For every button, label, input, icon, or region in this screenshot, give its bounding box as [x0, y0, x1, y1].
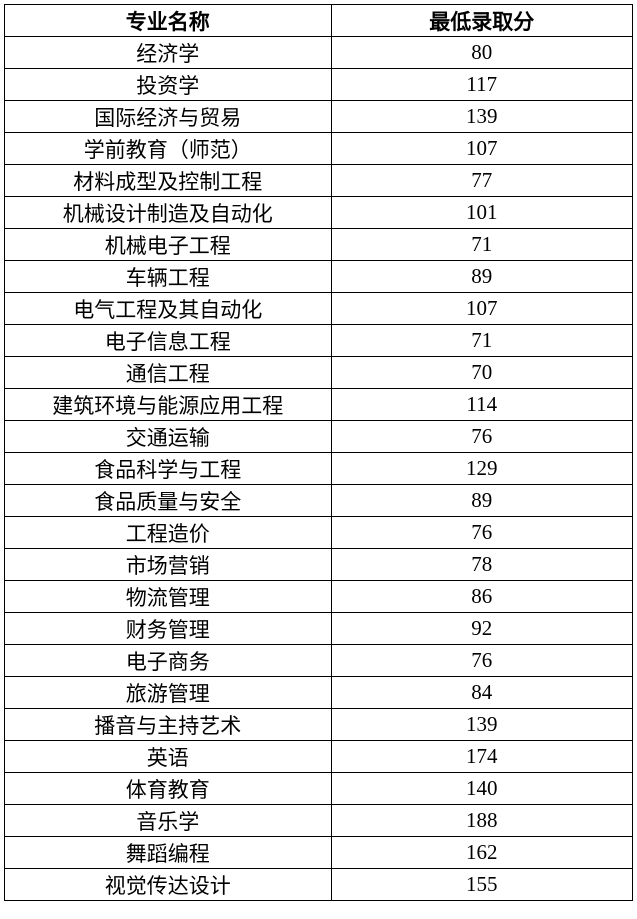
cell-major: 英语 — [5, 741, 332, 773]
table-row: 财务管理92 — [5, 613, 633, 645]
table-row: 电子商务76 — [5, 645, 633, 677]
table-row: 电子信息工程71 — [5, 325, 633, 357]
table-header-row: 专业名称 最低录取分 — [5, 5, 633, 37]
table-row: 视觉传达设计155 — [5, 869, 633, 901]
cell-major: 学前教育（师范） — [5, 133, 332, 165]
table-row: 交通运输76 — [5, 421, 633, 453]
cell-score: 140 — [331, 773, 632, 805]
cell-major: 体育教育 — [5, 773, 332, 805]
cell-score: 84 — [331, 677, 632, 709]
table-row: 英语174 — [5, 741, 633, 773]
cell-score: 80 — [331, 37, 632, 69]
table-row: 舞蹈编程162 — [5, 837, 633, 869]
cell-score: 107 — [331, 293, 632, 325]
table-row: 材料成型及控制工程77 — [5, 165, 633, 197]
cell-major: 舞蹈编程 — [5, 837, 332, 869]
cell-score: 174 — [331, 741, 632, 773]
cell-score: 77 — [331, 165, 632, 197]
table-row: 物流管理86 — [5, 581, 633, 613]
table-row: 机械设计制造及自动化101 — [5, 197, 633, 229]
cell-score: 155 — [331, 869, 632, 901]
cell-major: 电子商务 — [5, 645, 332, 677]
cell-major: 视觉传达设计 — [5, 869, 332, 901]
header-major: 专业名称 — [5, 5, 332, 37]
cell-score: 107 — [331, 133, 632, 165]
cell-score: 76 — [331, 421, 632, 453]
cell-major: 播音与主持艺术 — [5, 709, 332, 741]
cell-major: 电子信息工程 — [5, 325, 332, 357]
cell-major: 机械电子工程 — [5, 229, 332, 261]
cell-major: 通信工程 — [5, 357, 332, 389]
cell-major: 工程造价 — [5, 517, 332, 549]
cell-major: 机械设计制造及自动化 — [5, 197, 332, 229]
cell-score: 139 — [331, 709, 632, 741]
cell-score: 188 — [331, 805, 632, 837]
table-row: 车辆工程89 — [5, 261, 633, 293]
cell-major: 投资学 — [5, 69, 332, 101]
cell-score: 71 — [331, 325, 632, 357]
table-row: 食品科学与工程129 — [5, 453, 633, 485]
cell-major: 车辆工程 — [5, 261, 332, 293]
cell-score: 89 — [331, 261, 632, 293]
cell-score: 129 — [331, 453, 632, 485]
header-score: 最低录取分 — [331, 5, 632, 37]
table-row: 经济学80 — [5, 37, 633, 69]
admission-scores-table: 专业名称 最低录取分 经济学80投资学117国际经济与贸易139学前教育（师范）… — [4, 4, 633, 901]
table-row: 学前教育（师范）107 — [5, 133, 633, 165]
table-row: 电气工程及其自动化107 — [5, 293, 633, 325]
table-row: 机械电子工程71 — [5, 229, 633, 261]
cell-major: 经济学 — [5, 37, 332, 69]
cell-major: 材料成型及控制工程 — [5, 165, 332, 197]
table-row: 食品质量与安全89 — [5, 485, 633, 517]
cell-score: 71 — [331, 229, 632, 261]
cell-score: 114 — [331, 389, 632, 421]
cell-major: 电气工程及其自动化 — [5, 293, 332, 325]
cell-major: 旅游管理 — [5, 677, 332, 709]
cell-score: 70 — [331, 357, 632, 389]
cell-major: 财务管理 — [5, 613, 332, 645]
cell-major: 音乐学 — [5, 805, 332, 837]
table-row: 市场营销78 — [5, 549, 633, 581]
cell-major: 国际经济与贸易 — [5, 101, 332, 133]
table-row: 旅游管理84 — [5, 677, 633, 709]
cell-score: 76 — [331, 517, 632, 549]
cell-score: 139 — [331, 101, 632, 133]
cell-major: 市场营销 — [5, 549, 332, 581]
table-row: 体育教育140 — [5, 773, 633, 805]
cell-score: 78 — [331, 549, 632, 581]
table-row: 投资学117 — [5, 69, 633, 101]
cell-major: 食品科学与工程 — [5, 453, 332, 485]
cell-score: 162 — [331, 837, 632, 869]
table-row: 播音与主持艺术139 — [5, 709, 633, 741]
table-row: 音乐学188 — [5, 805, 633, 837]
table-body: 经济学80投资学117国际经济与贸易139学前教育（师范）107材料成型及控制工… — [5, 37, 633, 901]
cell-score: 76 — [331, 645, 632, 677]
cell-major: 物流管理 — [5, 581, 332, 613]
table-row: 工程造价76 — [5, 517, 633, 549]
table-row: 建筑环境与能源应用工程114 — [5, 389, 633, 421]
cell-major: 交通运输 — [5, 421, 332, 453]
table-row: 国际经济与贸易139 — [5, 101, 633, 133]
cell-major: 食品质量与安全 — [5, 485, 332, 517]
cell-score: 101 — [331, 197, 632, 229]
cell-score: 92 — [331, 613, 632, 645]
table-row: 通信工程70 — [5, 357, 633, 389]
cell-score: 86 — [331, 581, 632, 613]
cell-score: 89 — [331, 485, 632, 517]
cell-score: 117 — [331, 69, 632, 101]
cell-major: 建筑环境与能源应用工程 — [5, 389, 332, 421]
